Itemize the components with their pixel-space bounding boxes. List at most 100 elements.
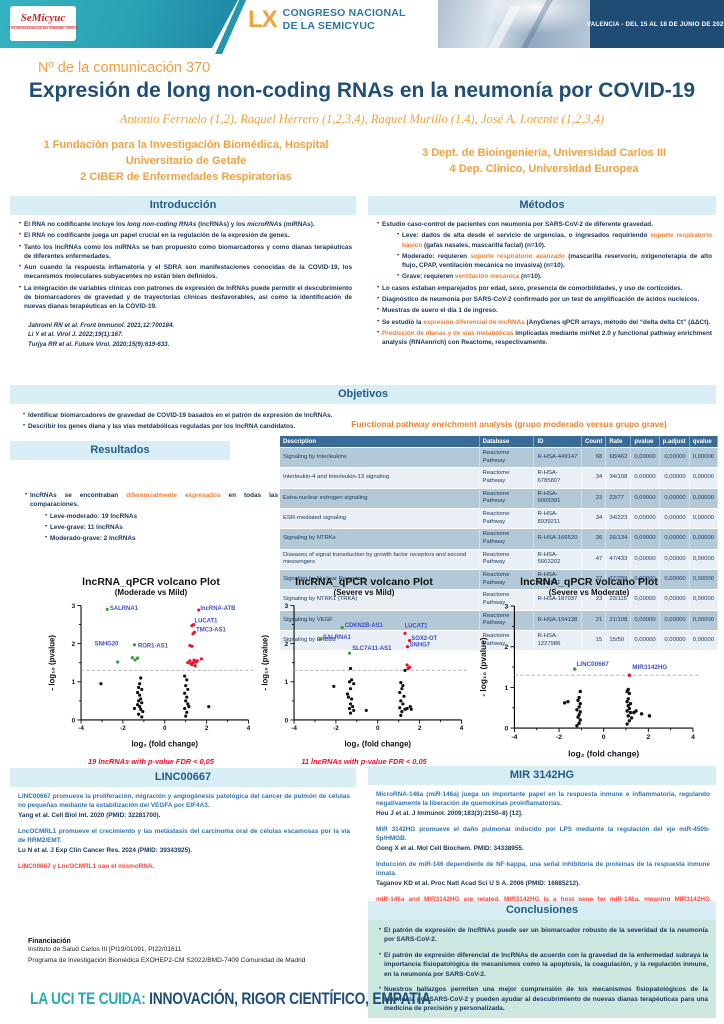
data-point [577, 721, 581, 725]
metodos-bullets: • Estudio caso-control de pacientes con n… [368, 215, 716, 347]
data-point [184, 699, 188, 703]
data-point [185, 678, 189, 682]
bullet-item: • Lo casos estaban emparejados por edad, … [376, 284, 683, 292]
svg-text:log₂ (fold change): log₂ (fold change) [345, 739, 412, 748]
data-point [116, 660, 120, 664]
table-row: Extra-nuclear estrogen signaling Reactome… [280, 488, 719, 510]
point-label: ROR1-AS1 [138, 643, 169, 649]
table-cell: 0,00000 [689, 589, 719, 611]
plot3-title: lncRNA_qPCR volcano Plot [520, 576, 658, 588]
data-point [347, 706, 352, 711]
table-cell: 0,00000 [689, 569, 719, 591]
congress-logo: LX CONGRESO NACIONAL DE LA SEMICYUC [248, 7, 406, 33]
data-point [183, 691, 187, 695]
venue-photo [438, 0, 590, 54]
table-cell: Signaling by VEGF [280, 610, 480, 632]
point-label: SOX2-OT [411, 636, 437, 642]
bullet-item: • Muestras de suero el día 1 de ingreso. [376, 307, 498, 315]
funding-lines: Instituto de Salud Carlos III [PI19/0109… [28, 945, 358, 966]
data-point [137, 685, 141, 690]
point-label: LUCAT1 [405, 624, 429, 630]
table-cell: 0,00000 [689, 447, 719, 469]
data-point [184, 714, 188, 718]
data-point [133, 658, 137, 662]
table-cell: 0,00000 [630, 630, 660, 652]
paragraph: Hou J et al. J Immunol. 2009;183(3):2150… [376, 809, 523, 817]
table-cell: R-HSA-6785807 [533, 467, 583, 489]
data-point [408, 705, 412, 709]
bullet-item: • Se estudió la expresión diferencial de … [376, 318, 711, 326]
affiliation-4: 4 Dep. Clínico, Universidad Europea [449, 162, 639, 175]
table-cell: 0,00000 [689, 549, 719, 571]
data-point [340, 626, 344, 630]
plot2-canvas: -4 -2 0 2 4 0 1 2 3 CDKN2B-AS1 SALRNA1 SLC7A11-AS1 L… [258, 597, 470, 756]
funding-block: Financiación Instituto de Salud Carlos I… [28, 938, 358, 966]
table-cell: Reactome Pathway [479, 589, 535, 611]
point-label: SNHG7 [410, 643, 431, 649]
data-point [348, 666, 353, 671]
svg-text:2: 2 [646, 734, 650, 741]
table-cell: R-HSA-187037 [533, 589, 583, 611]
data-point [628, 710, 633, 715]
bullet-item: • El RNA no codificante incluye los long … [18, 221, 315, 228]
svg-text:4: 4 [247, 725, 251, 732]
bullet-item: • Aun cuando la respuesta inflamatoria y … [18, 264, 352, 281]
table-cell: Reactome Pathway [479, 610, 535, 632]
svg-text:2: 2 [504, 644, 508, 651]
data-point [576, 715, 580, 719]
data-point [405, 706, 409, 711]
data-point [345, 692, 350, 696]
table-cell: 23 [581, 488, 607, 510]
table-header-cell: p.adjust [659, 436, 690, 448]
table-cell: Signaling by NTRKs [280, 528, 480, 550]
data-point [190, 624, 194, 628]
data-point [348, 711, 353, 715]
affiliation-1: 1 Fundación para la Investigación Bioméd… [43, 139, 329, 167]
table-cell: Reactome Pathway [479, 447, 535, 469]
text-line: Jahromi RN et al. Front Immunol. 2021;12… [28, 321, 175, 329]
bullet-item: • Predicción de dianas y de vías metabóli… [376, 329, 712, 347]
point-label: SALRNA1 [323, 635, 352, 641]
data-point [627, 706, 632, 711]
text-line: Programa de Investigación Biomédica EXOH… [28, 956, 306, 964]
data-point [207, 705, 211, 709]
authors-line: Antonio Ferruelo (1,2), Raquel Herrero (… [119, 112, 605, 126]
plot2-title: lncRNA_qPCR volcano Plot [295, 576, 433, 588]
table-cell: 37/299 [605, 569, 632, 591]
table-cell: 0,00000 [630, 467, 660, 489]
bullet-item: • Diagnóstico de neumonía por SARS-CoV-2 … [376, 295, 700, 303]
table-row: Signaling by NTRK1 (TRKA) Reactome Pathwa… [280, 589, 719, 611]
data-point [350, 697, 354, 701]
data-point [185, 710, 189, 714]
table-cell: 15 [581, 630, 607, 652]
point-label: CDKN2B-AS1 [345, 623, 384, 629]
congress-line1: CONGRESO NACIONAL [282, 7, 406, 19]
table-cell: 0,00000 [630, 610, 660, 632]
paragraph: Yang et al. Cell Biol Int. 2020 (PMID: 3… [18, 811, 161, 819]
linc00667-heading: LINC00667 [10, 768, 356, 787]
data-point [405, 645, 410, 649]
data-point [347, 680, 352, 684]
data-point [625, 689, 629, 694]
table-cell: Signaling by Nuclear Receptors [280, 569, 480, 591]
data-point [141, 709, 145, 714]
table-header-cell: ID [533, 436, 583, 448]
bullet-item: • Moderado: requieren soporte respiratori… [396, 252, 712, 270]
bullet-item: • El RNA no codificante juega un papel cr… [18, 232, 290, 240]
svg-text:2: 2 [285, 641, 289, 648]
data-point [409, 707, 413, 711]
data-point [192, 658, 196, 662]
congress-date-banner: VALENCIA - DEL 15 AL 18 DE JUNIO DE 2025 [587, 0, 724, 48]
bullet-item: • Moderado-grave: 2 lncRNAs [44, 535, 136, 543]
svg-text:0: 0 [163, 725, 167, 732]
data-point [401, 702, 405, 706]
svg-text:- log₁₀ (pvalue): - log₁₀ (pvalue) [478, 637, 488, 696]
plot3-subtitle: (Severe vs Moderate) [548, 588, 630, 597]
table-header-cell: pvalue [630, 436, 660, 448]
communication-number: Nº de la comunicación 370 [38, 60, 211, 76]
table-cell: 0,00000 [689, 488, 719, 510]
data-point [627, 719, 632, 723]
data-point [138, 705, 142, 709]
table-cell: 0,00000 [659, 488, 690, 510]
volcano-plot-severe-vs-moderate: lncRNA_qPCR volcano Plot (Severe vs Mode… [476, 576, 702, 777]
